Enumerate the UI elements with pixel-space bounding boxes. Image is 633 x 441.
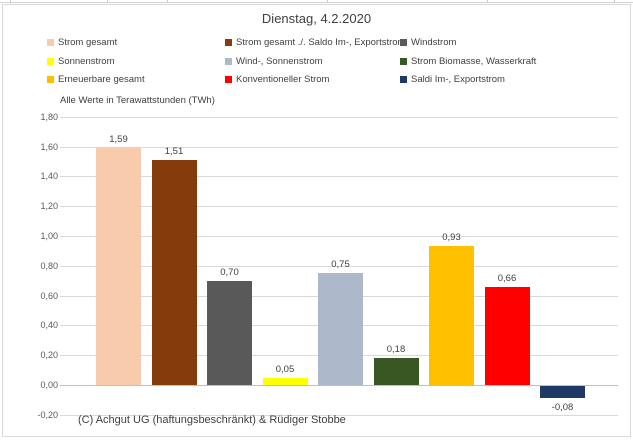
gridline [60,385,618,386]
legend-item-strom-gesamt-saldo-im-exportstrom[interactable]: Strom gesamt ./. Saldo Im-, Exportstrom [225,37,405,48]
bar-sonnenstrom[interactable] [262,377,308,385]
legend-item-saldi-im-exportstrom[interactable]: Saldi Im-, Exportstrom [400,74,505,85]
plot-area: 1,80 1,60 1,40 1,20 1,00 0,80 0,60 0,40 0,20 0,00… [3,5,630,436]
y-tick-label: 0,60 [40,290,58,301]
legend-swatch [225,75,232,83]
bar-value-label: 1,59 [109,134,128,146]
gridline [60,146,618,148]
legend-item-strom-gesamt[interactable]: Strom gesamt [47,37,117,48]
legend-item-konventioneller-strom[interactable]: Konventioneller Strom [225,74,329,85]
legend-item-windstrom[interactable]: Windstrom [400,37,456,48]
y-tick-label: -0,20 [37,409,58,420]
gridline [60,206,618,208]
y-tick-label: 1,60 [40,141,58,152]
y-tick-label: 0,80 [40,260,58,271]
legend-swatch [400,75,407,83]
legend-label: Saldi Im-, Exportstrom [411,74,505,85]
bar-value-label: 0,93 [442,232,461,244]
bar-strom-gesamt-saldo-im-exportstrom[interactable] [151,160,197,385]
gridline [60,265,618,267]
bar-value-label: 0,70 [220,266,239,278]
y-tick-label: 1,00 [40,231,58,241]
copyright-note: (C) Achgut UG (haftungsbeschränkt) & Rüd… [78,414,346,426]
legend-swatch [47,38,54,46]
y-tick-label: 1,20 [40,201,58,212]
bar-konventioneller-strom[interactable] [484,286,530,385]
chart-frame: Dienstag, 4.2.2020 Strom gesamt Strom ges… [2,4,631,437]
legend-item-sonnenstrom[interactable]: Sonnenstrom [47,56,115,67]
bar-erneuerbare-gesamt[interactable] [429,246,474,385]
spreadsheet-column-border [10,0,11,3]
gridline [60,116,618,118]
bar-windstrom[interactable] [207,280,252,385]
legend-swatch [47,75,54,83]
legend-label: Windstrom [411,37,457,48]
y-tick-label: 1,40 [40,171,58,182]
legend-swatch [47,57,54,65]
bar-value-label: 0,18 [386,344,406,356]
legend-label: Strom gesamt [58,37,118,48]
y-tick-label: 0,40 [40,320,58,331]
legend-item-strom-biomasse-wasserkraft[interactable]: Strom Biomasse, Wasserkraft [400,56,536,67]
chart-title: Dienstag, 4.2.2020 [261,11,372,26]
bar-value-label: 0,05 [275,363,295,375]
bar-value-label: 0,66 [497,272,517,284]
legend-label: Strom Biomasse, Wasserkraft [411,56,537,67]
y-tick-label: 1,80 [40,111,58,122]
y-tick-label: 0,20 [40,350,58,361]
spreadsheet-row-border [0,2,633,3]
bar-value-label: 0,75 [331,259,350,271]
legend-label: Konventioneller Strom [236,74,330,85]
legend-item-wind-sonnenstrom[interactable]: Wind-, Sonnenstrom [225,56,323,67]
legend-label: Strom gesamt ./. Saldo Im-, Exportstrom [236,37,406,48]
legend-item-erneuerbare-gesamt[interactable]: Erneuerbare gesamt [47,74,145,85]
gridline [60,414,618,416]
bar-saldi-im-exportstrom[interactable] [540,386,585,398]
spreadsheet-column-border [487,0,488,3]
legend-label: Wind-, Sonnenstrom [236,56,323,67]
legend-swatch [400,57,407,65]
spreadsheet-column-border [614,0,615,3]
spreadsheet-column-border [167,0,168,3]
spreadsheet-column-border [327,0,328,3]
bar-wind-sonnenstrom[interactable] [318,273,363,385]
bar-strom-gesamt[interactable] [96,148,141,385]
legend-label: Erneuerbare gesamt [58,74,145,85]
axis-unit-note: Alle Werte in Terawattstunden (TWh) [60,95,215,106]
bar-strom-biomasse-wasserkraft[interactable] [373,358,419,385]
legend-swatch [225,57,232,65]
legend-swatch [225,38,232,46]
y-tick-label: 0,00 [40,380,58,390]
spreadsheet-grid-edge [0,0,633,4]
legend-label: Sonnenstrom [58,56,115,67]
bar-value-label: -0,08 [551,401,574,413]
gridline [60,176,618,178]
spreadsheet-column-border [107,0,108,3]
bar-value-label: 1,51 [164,146,184,157]
legend-swatch [400,38,407,46]
gridline [60,236,618,237]
